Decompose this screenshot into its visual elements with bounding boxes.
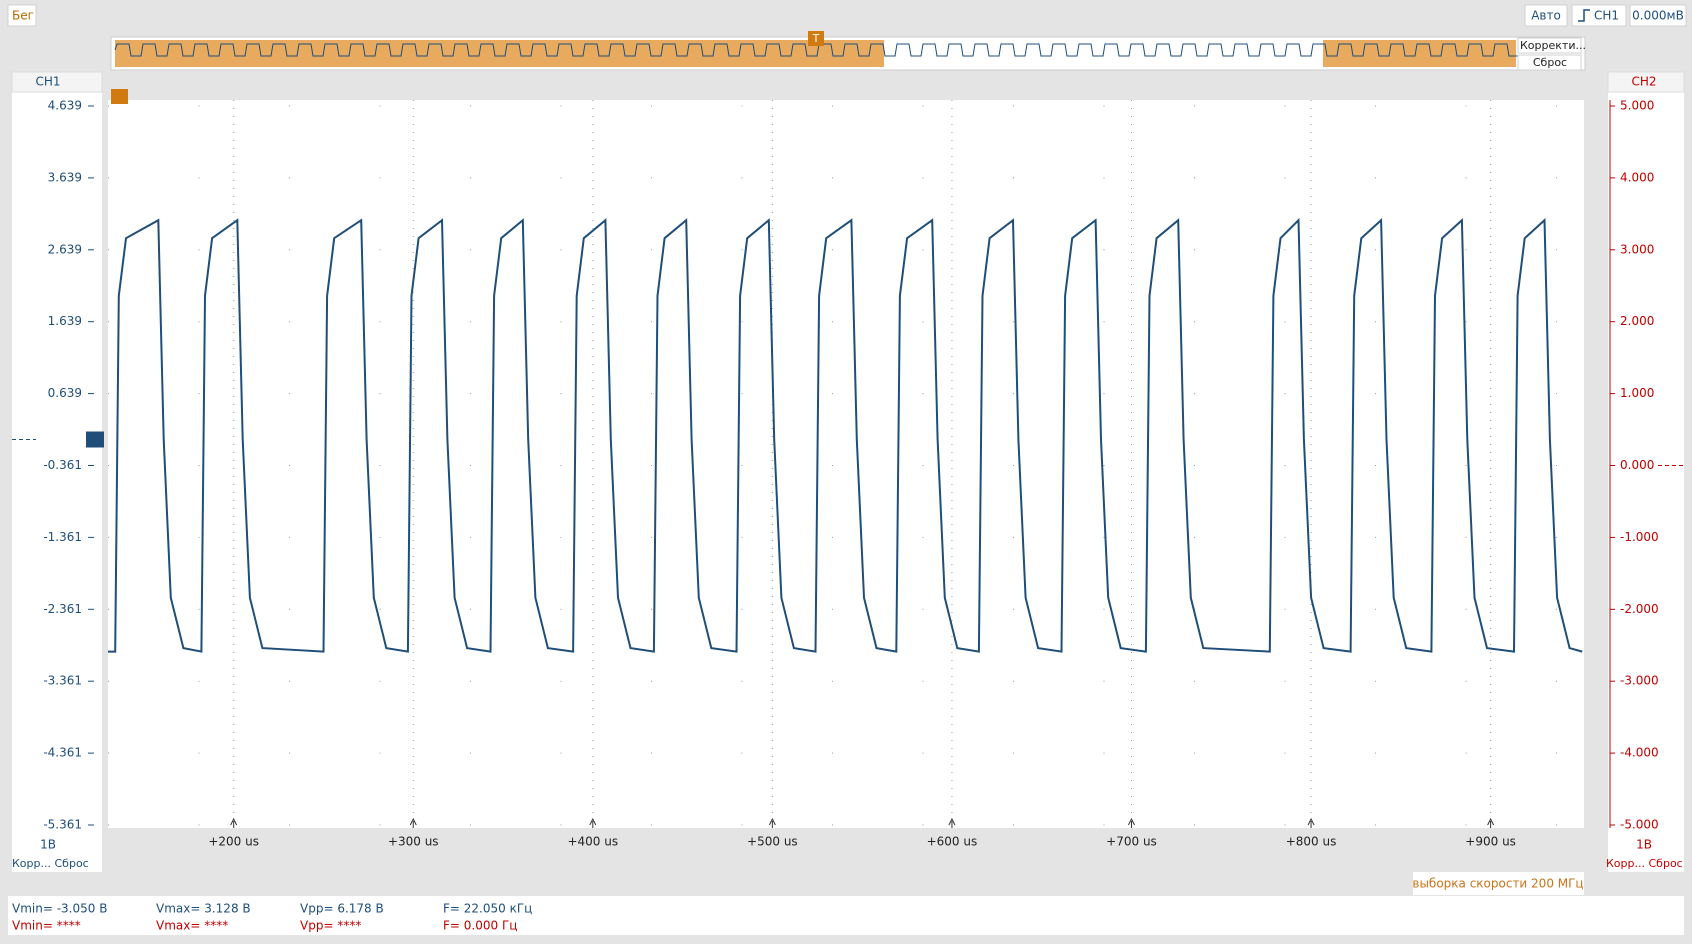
y2-tick-label: 0.000 xyxy=(1620,458,1654,472)
mode-label: Авто xyxy=(1531,9,1561,23)
trigger-channel-label: CH1 xyxy=(1594,9,1619,23)
y-tick-label: -4.361 xyxy=(43,746,82,760)
y-tick-label: -0.361 xyxy=(43,458,82,472)
run-button[interactable] xyxy=(7,4,37,27)
ch2-scale[interactable]: 1В xyxy=(1636,838,1652,852)
measurements-panel xyxy=(8,896,1684,935)
sample-rate-box xyxy=(1413,872,1584,895)
y2-tick-label: 4.000 xyxy=(1620,170,1654,184)
x-tick-label: +200 us xyxy=(208,835,259,849)
trigger-level-label: 0.000мВ xyxy=(1632,9,1684,23)
y2-tick-label: -4.000 xyxy=(1620,746,1659,760)
y2-tick-label: 1.000 xyxy=(1620,386,1654,400)
measurement-ch1: Vpp= 6.178 В xyxy=(300,902,384,916)
y-tick-label: -5.361 xyxy=(43,818,82,832)
ch2-controls[interactable]: Корр... Сброс xyxy=(1606,857,1683,870)
trigger-marker[interactable] xyxy=(808,31,824,46)
ch1-header xyxy=(11,71,103,93)
x-tick-label: +500 us xyxy=(747,835,798,849)
time-marker[interactable] xyxy=(111,89,128,104)
ch2-header xyxy=(1607,71,1685,93)
y-tick-label: -1.361 xyxy=(43,530,82,544)
measurement-ch2: Vmax= **** xyxy=(156,919,228,933)
x-tick-label: +900 us xyxy=(1465,835,1516,849)
measurement-ch2: Vpp= **** xyxy=(300,919,361,933)
reset-label: Сброс xyxy=(1533,56,1567,69)
y-tick-label: 2.639 xyxy=(48,242,82,256)
x-tick-label: +800 us xyxy=(1286,835,1337,849)
y2-tick-label: -2.000 xyxy=(1620,602,1659,616)
ch1-trace xyxy=(108,217,1583,653)
trigger-level-button[interactable] xyxy=(1629,4,1687,27)
y-tick-label: 0.639 xyxy=(48,386,82,400)
y2-tick-label: -1.000 xyxy=(1620,530,1659,544)
y2-tick-label: -3.000 xyxy=(1620,674,1659,688)
plot-area xyxy=(108,100,1584,828)
y2-tick-label: -5.000 xyxy=(1620,818,1659,832)
run-label: Бег xyxy=(12,9,34,23)
y-tick-label: 3.639 xyxy=(48,170,82,184)
measurement-ch2: Vmin= **** xyxy=(12,919,81,933)
correct-label: Корректи... xyxy=(1520,39,1586,52)
y-tick-label: -2.361 xyxy=(43,602,82,616)
x-tick-label: +400 us xyxy=(567,835,618,849)
x-tick-label: +700 us xyxy=(1106,835,1157,849)
y-tick-label: -3.361 xyxy=(43,674,82,688)
measurement-ch1: Vmax= 3.128 В xyxy=(156,902,251,916)
ch2-panel xyxy=(1608,72,1684,872)
y2-tick-label: 2.000 xyxy=(1620,314,1654,328)
reset-button[interactable] xyxy=(1517,54,1582,71)
x-tick-label: +600 us xyxy=(927,835,978,849)
ch1-header-label: CH1 xyxy=(35,75,60,89)
chart-layer: 4.639 3.639 2.639 1.639 0.639 -0.361 -1.361 -2.… xyxy=(12,99,1684,933)
sample-rate: выборка скорости 200 МГц xyxy=(1412,877,1583,891)
x-tick-label: +300 us xyxy=(388,835,439,849)
overview-trace xyxy=(114,43,1519,57)
measurement-ch1: F= 22.050 кГц xyxy=(443,902,532,916)
measurement-ch1: Vmin= -3.050 В xyxy=(12,902,107,916)
y2-tick-label: 5.000 xyxy=(1620,99,1654,113)
mode-button[interactable] xyxy=(1524,4,1568,27)
overview-window[interactable] xyxy=(115,40,884,67)
ch1-scale[interactable]: 1В xyxy=(40,838,56,852)
ch1-offset-marker xyxy=(86,431,104,448)
y-tick-label: 4.639 xyxy=(48,99,82,113)
ch1-panel xyxy=(12,72,102,872)
measurement-ch2: F= 0.000 Гц xyxy=(443,919,517,933)
y-tick-label: 1.639 xyxy=(48,314,82,328)
correct-button[interactable] xyxy=(1517,37,1582,54)
trigger-marker-label: T xyxy=(812,32,820,45)
ch2-header-label: CH2 xyxy=(1631,75,1656,89)
ch1-controls[interactable]: Корр... Сброс xyxy=(12,857,89,870)
y2-tick-label: 3.000 xyxy=(1620,242,1654,256)
trigger-edge-icon xyxy=(1578,9,1590,22)
